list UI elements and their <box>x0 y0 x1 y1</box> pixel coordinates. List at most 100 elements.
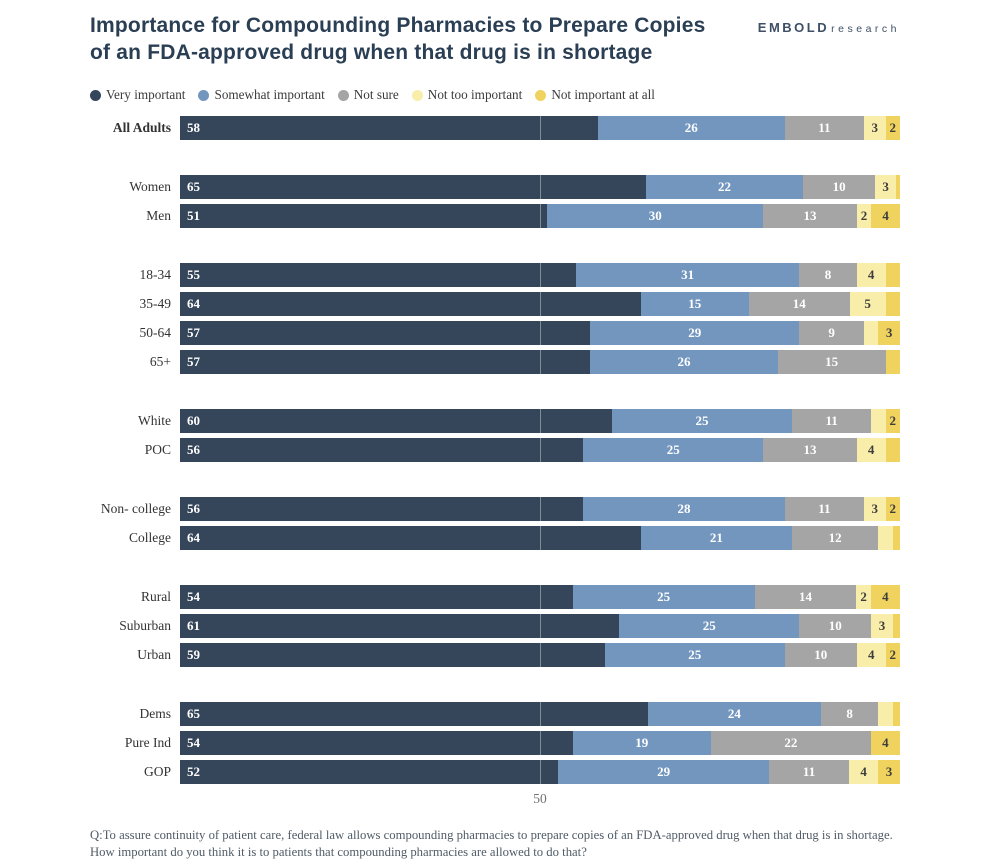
segment-value-label: 11 <box>825 413 838 428</box>
gridline-50 <box>540 204 541 228</box>
footnote-line-2: How important do you think it is to pati… <box>90 845 587 859</box>
gridline-50 <box>540 526 541 550</box>
bar-segment-not-too-important: 4 <box>856 643 886 667</box>
bar-row-rural: Rural 54 25 14 2 4 <box>90 585 900 609</box>
bar-group: Dems 65 24 8 Pure Ind 54 19 22 4 GOP 52 29 11 4 3 <box>90 702 900 784</box>
bar-segment-very-important: 58 <box>180 116 598 140</box>
segment-value-label: 51 <box>187 208 200 223</box>
segment-value-label: 3 <box>878 618 886 633</box>
bar-segment-not-too-important <box>863 321 879 345</box>
bar-segment-very-important: 65 <box>180 702 648 726</box>
bar-segment-somewhat-important: 26 <box>590 350 778 374</box>
bar-segment-not-too-important: 5 <box>849 292 886 316</box>
segment-value-label: 11 <box>818 120 831 135</box>
bar-row-suburban: Suburban 61 25 10 3 <box>90 614 900 638</box>
row-label: Pure Ind <box>124 735 171 750</box>
segment-value-label: 58 <box>187 120 200 135</box>
gridline-50 <box>540 760 541 784</box>
segment-value-label: 2 <box>860 208 868 223</box>
legend-dot-icon <box>90 89 101 101</box>
bar-group: Women 65 22 10 3 Men 51 30 13 2 4 <box>90 175 900 228</box>
gridline-50 <box>540 731 541 755</box>
bar-segment-not-important-at-all: 3 <box>878 760 900 784</box>
bar-segment-not-too-important: 4 <box>849 760 879 784</box>
bar-segment-not-important-at-all <box>885 263 900 287</box>
row-label: 50-64 <box>139 325 172 340</box>
bar-segment-very-important: 51 <box>180 204 548 228</box>
bar-segment-somewhat-important: 31 <box>576 263 800 287</box>
segment-value-label: 64 <box>187 530 200 545</box>
segment-value-label: 3 <box>882 179 889 194</box>
row-label: Women <box>129 179 171 194</box>
segment-value-label: 25 <box>666 442 680 457</box>
bar-segment-not-important-at-all: 4 <box>870 585 900 609</box>
logo-subtext: research <box>831 23 900 35</box>
bar-row-dems: Dems 65 24 8 <box>90 702 900 726</box>
bar-row-non-college: Non- college 56 28 11 3 2 <box>90 497 900 521</box>
bar-segment-not-sure: 11 <box>769 760 850 784</box>
segment-value-label: 10 <box>814 647 828 662</box>
segment-value-label: 64 <box>187 296 200 311</box>
segment-value-label: 3 <box>885 764 893 779</box>
segment-value-label: 22 <box>717 179 731 194</box>
bar-row-men: Men 51 30 13 2 4 <box>90 204 900 228</box>
segment-value-label: 12 <box>828 530 842 545</box>
segment-value-label: 31 <box>681 267 695 282</box>
segment-value-label: 4 <box>860 764 867 779</box>
stacked-bar: 64 21 12 <box>180 526 900 550</box>
legend-item-label: Somewhat important <box>214 87 325 102</box>
segment-value-label: 2 <box>889 647 897 662</box>
gridline-50 <box>540 116 541 140</box>
segment-value-label: 54 <box>187 589 200 604</box>
segment-value-label: 2 <box>889 120 897 135</box>
logo-wordmark: EMBOLD <box>757 20 830 35</box>
segment-value-label: 59 <box>187 647 200 662</box>
row-label: Urban <box>137 647 171 662</box>
bar-group: White 60 25 11 2 POC 56 25 13 4 <box>90 409 900 462</box>
segment-value-label: 21 <box>709 530 723 545</box>
row-label: GOP <box>143 764 171 779</box>
segment-value-label: 11 <box>802 764 816 779</box>
bar-segment-not-too-important: 4 <box>856 438 886 462</box>
title-line-2: of an FDA-approved drug when that drug i… <box>90 41 653 64</box>
bar-segment-not-too-important <box>871 409 886 433</box>
segment-value-label: 61 <box>187 618 200 633</box>
bar-segment-not-sure: 10 <box>799 614 872 638</box>
stacked-bar: 60 25 11 2 <box>180 409 900 433</box>
bar-segment-somewhat-important: 26 <box>597 116 785 140</box>
segment-value-label: 10 <box>832 179 846 194</box>
segment-value-label: 14 <box>792 296 806 311</box>
segment-value-label: 26 <box>684 120 698 135</box>
row-label: White <box>138 413 171 428</box>
bar-segment-somewhat-important: 25 <box>619 614 800 638</box>
bar-segment-not-sure: 11 <box>784 497 864 521</box>
segment-value-label: 54 <box>187 735 200 750</box>
gridline-50 <box>540 585 541 609</box>
bar-segment-very-important: 52 <box>180 760 559 784</box>
x-axis: 50 <box>180 791 900 809</box>
segment-value-label: 13 <box>803 208 817 223</box>
footnote-line-1: Q:To assure continuity of patient care, … <box>90 828 893 842</box>
bar-segment-somewhat-important: 22 <box>645 175 804 199</box>
axis-tick-50: 50 <box>533 791 547 806</box>
bar-segment-not-important-at-all: 2 <box>885 643 900 667</box>
bar-segment-not-sure: 22 <box>710 731 871 755</box>
bar-segment-very-important: 64 <box>180 292 641 316</box>
bar-segment-not-sure: 11 <box>792 409 872 433</box>
gridline-50 <box>540 292 541 316</box>
bar-segment-somewhat-important: 29 <box>558 760 770 784</box>
bar-row-college: College 64 21 12 <box>90 526 900 550</box>
segment-value-label: 4 <box>882 735 889 750</box>
gridline-50 <box>540 438 541 462</box>
bar-segment-very-important: 60 <box>180 409 612 433</box>
gridline-50 <box>540 497 541 521</box>
bar-segment-somewhat-important: 25 <box>583 438 764 462</box>
segment-value-label: 25 <box>702 618 716 633</box>
segment-value-label: 55 <box>187 267 200 282</box>
segment-value-label: 15 <box>688 296 702 311</box>
legend-item-label: Not too important <box>427 87 523 102</box>
bar-segment-not-too-important: 3 <box>863 116 886 140</box>
bar-segment-very-important: 65 <box>180 175 646 199</box>
bar-segment-not-sure: 8 <box>799 263 857 287</box>
legend-item-label: Very important <box>106 87 186 102</box>
